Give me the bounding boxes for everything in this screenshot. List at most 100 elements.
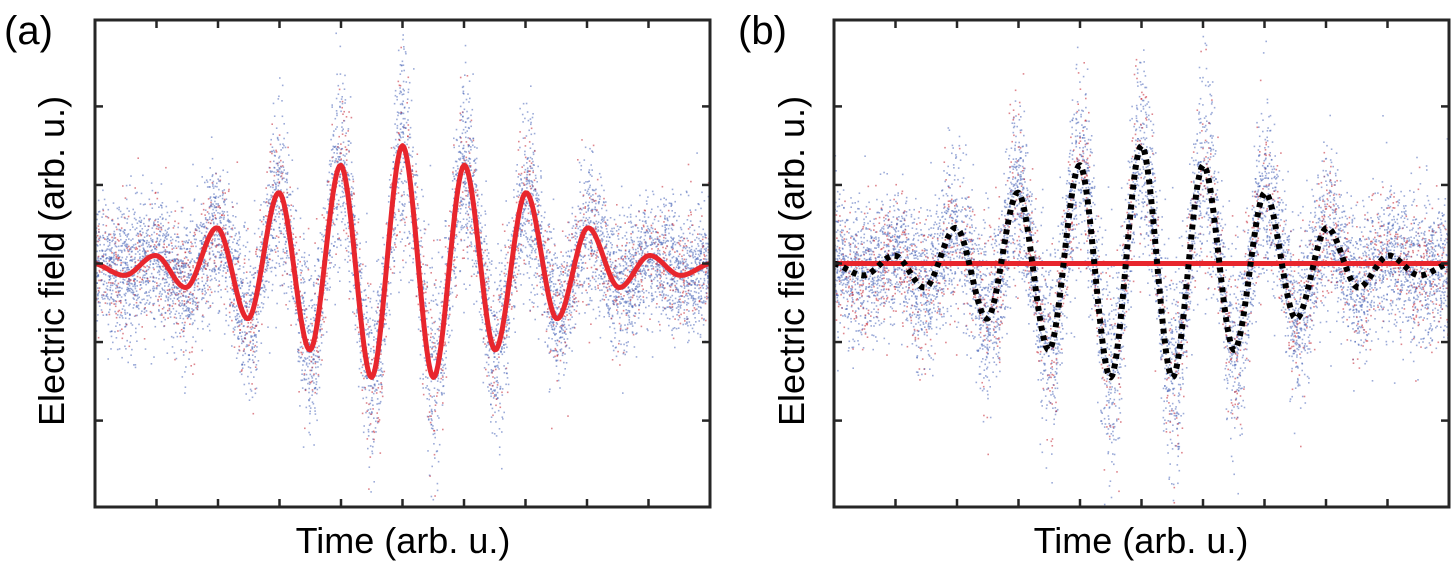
scatter-point <box>322 207 325 209</box>
scatter-point <box>485 329 487 331</box>
scatter-point <box>336 246 338 249</box>
scatter-point <box>165 205 168 208</box>
scatter-point <box>528 182 531 185</box>
scatter-point <box>97 245 99 247</box>
scatter-point <box>563 281 566 283</box>
scatter-point <box>467 193 469 196</box>
scatter-point <box>686 301 688 304</box>
scatter-point <box>679 291 682 294</box>
scatter-point <box>470 139 472 142</box>
scatter-point <box>687 214 690 217</box>
scatter-point <box>446 330 449 332</box>
scatter-point <box>641 252 644 255</box>
scatter-point <box>407 110 409 113</box>
scatter-point <box>189 274 192 277</box>
scatter-point <box>431 465 433 468</box>
scatter-point <box>316 392 318 395</box>
scatter-point <box>117 286 119 289</box>
scatter-point <box>645 220 647 222</box>
scatter-point <box>662 239 665 242</box>
scatter-point <box>494 377 496 379</box>
scatter-point <box>430 336 432 339</box>
scatter-point <box>633 346 636 348</box>
scatter-point <box>187 316 190 318</box>
scatter-point <box>130 322 132 325</box>
scatter-point <box>523 202 525 205</box>
scatter-point <box>525 236 527 238</box>
scatter-point <box>533 243 536 246</box>
scatter-point <box>462 115 464 118</box>
scatter-point <box>664 297 666 300</box>
scatter-point <box>656 245 658 247</box>
scatter-point <box>228 239 231 241</box>
scatter-point <box>247 375 249 378</box>
scatter-point <box>640 249 642 251</box>
scatter-point <box>217 312 220 314</box>
scatter-point <box>462 101 465 104</box>
scatter-point <box>217 203 219 205</box>
scatter-point <box>222 270 225 272</box>
scatter-point <box>500 287 503 290</box>
scatter-point <box>182 335 185 338</box>
scatter-point <box>598 194 601 197</box>
scatter-point <box>169 261 172 264</box>
scatter-point <box>642 211 645 214</box>
scatter-point <box>390 147 393 149</box>
scatter-point <box>593 250 596 253</box>
scatter-point <box>202 314 204 317</box>
scatter-point <box>621 206 624 209</box>
scatter-point <box>316 258 319 260</box>
scatter-point <box>596 178 599 181</box>
scatter-point <box>387 281 389 283</box>
scatter-point <box>302 281 305 284</box>
scatter-point <box>159 283 162 285</box>
scatter-point <box>122 332 124 335</box>
scatter-point <box>212 268 214 270</box>
scatter-point <box>347 251 350 253</box>
scatter-point <box>572 300 574 303</box>
scatter-point <box>197 226 199 229</box>
scatter-point <box>488 287 490 290</box>
scatter-point <box>188 274 190 276</box>
scatter-point <box>275 205 278 208</box>
scatter-point <box>590 255 593 257</box>
scatter-point <box>276 137 279 140</box>
scatter-point <box>312 316 315 319</box>
scatter-point <box>274 248 276 251</box>
scatter-point <box>469 225 472 228</box>
scatter-point <box>321 311 324 313</box>
scatter-point <box>430 316 433 319</box>
scatter-point <box>278 213 281 215</box>
scatter-point <box>561 265 564 267</box>
scatter-point <box>177 259 180 262</box>
scatter-point <box>228 221 230 224</box>
scatter-point <box>632 294 634 297</box>
scatter-point <box>684 269 686 272</box>
scatter-point <box>257 306 259 309</box>
scatter-point <box>690 213 692 216</box>
scatter-point <box>573 309 576 311</box>
scatter-point <box>369 385 372 387</box>
scatter-point <box>285 230 287 232</box>
scatter-point <box>536 181 538 183</box>
scatter-point <box>128 317 131 320</box>
scatter-point <box>198 230 201 233</box>
scatter-point <box>654 276 656 279</box>
scatter-point <box>185 349 187 352</box>
scatter-point <box>191 220 194 222</box>
scatter-point <box>680 304 682 307</box>
scatter-point <box>644 247 647 249</box>
scatter-point <box>676 241 678 244</box>
scatter-point <box>344 207 346 210</box>
scatter-point <box>319 325 322 328</box>
scatter-point <box>547 325 550 327</box>
scatter-point <box>707 246 709 248</box>
scatter-point <box>326 289 328 291</box>
scatter-point <box>155 241 157 243</box>
scatter-point <box>352 178 354 181</box>
scatter-point <box>602 267 604 269</box>
scatter-point <box>441 256 443 259</box>
scatter-point <box>255 369 257 371</box>
scatter-point <box>367 297 370 299</box>
scatter-point <box>630 269 633 271</box>
